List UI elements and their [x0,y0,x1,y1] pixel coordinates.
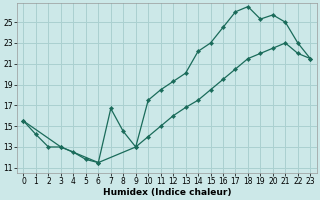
X-axis label: Humidex (Indice chaleur): Humidex (Indice chaleur) [103,188,231,197]
